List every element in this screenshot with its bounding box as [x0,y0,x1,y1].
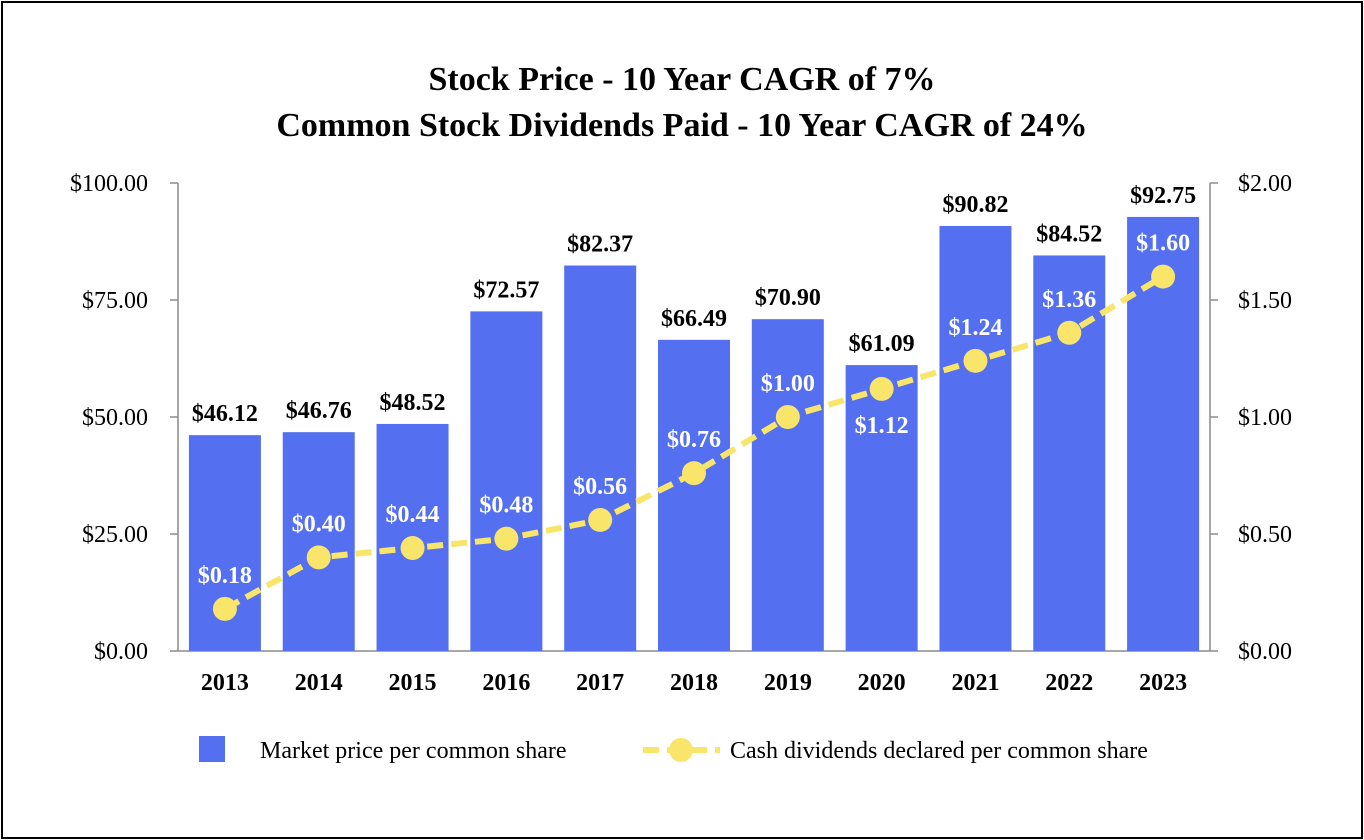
bar-2014 [282,432,355,651]
bar-2023 [1127,216,1200,651]
dividend-label-2023: $1.60 [1136,231,1190,257]
bar-label-2017: $82.37 [567,232,633,258]
dividend-point-2023 [1151,264,1176,289]
y-left-tick-label: $25.00 [82,522,148,548]
dividend-point-2013 [212,596,237,621]
y-left-tick-label: $75.00 [82,288,148,314]
dividend-label-2021: $1.24 [948,315,1002,341]
y-left-tick-label: $100.00 [70,171,148,197]
x-tick-label-2018: 2018 [670,670,718,696]
bar-2017 [564,265,637,651]
dividend-point-2015 [400,536,425,561]
x-tick-label-2023: 2023 [1139,670,1187,696]
legend: Market price per common share Cash divid… [199,736,1148,764]
bar-label-2022: $84.52 [1036,221,1102,247]
dividend-point-2016 [494,526,519,551]
x-tick-label-2017: 2017 [576,670,624,696]
bar-label-2018: $66.49 [661,306,727,332]
dividend-line [223,274,1165,612]
bar-2020 [845,365,918,651]
x-tick-label-2015: 2015 [389,670,437,696]
legend-line-marker [669,738,693,762]
chart-subtitle: Common Stock Dividends Paid - 10 Year CA… [276,107,1087,144]
x-tick-label-2022: 2022 [1045,670,1093,696]
x-tick-label-2020: 2020 [858,670,906,696]
dividend-point-2020 [869,376,894,401]
bar-label-2014: $46.76 [286,398,352,424]
dividend-point-2019 [775,405,800,429]
y-right-tick-label: $1.50 [1238,288,1292,314]
bar-label-2015: $48.52 [380,390,446,416]
bar-2021 [939,225,1012,651]
bar-label-2020: $61.09 [849,331,915,357]
bar-label-2016: $72.57 [473,277,539,303]
bar-series [188,216,1200,651]
bar-2022 [1033,255,1106,651]
bar-label-2021: $90.82 [942,192,1008,218]
dividend-point-2022 [1057,320,1082,345]
dividend-label-2015: $0.44 [386,502,440,528]
y-left-tick-label: $0.00 [94,639,148,665]
dividend-point-2017 [588,507,613,532]
dividend-label-2018: $0.76 [667,427,721,453]
bar-label-2023: $92.75 [1130,183,1196,209]
y-right-tick-label: $2.00 [1238,171,1292,197]
dividend-label-2019: $1.00 [761,371,815,397]
legend-bar-label: Market price per common share [260,738,567,764]
bar-2018 [658,339,730,651]
x-tick-label-2013: 2013 [201,670,249,696]
dividend-point-2014 [306,545,331,570]
y-right-tick-label: $0.00 [1238,639,1292,665]
x-tick-label-2016: 2016 [482,670,530,696]
dividend-label-2016: $0.48 [479,493,533,519]
dividend-label-2013: $0.18 [198,563,252,589]
dividend-point-2018 [682,461,706,486]
legend-line-label: Cash dividends declared per common share [730,738,1148,764]
y-left-tick-label: $50.00 [82,405,148,431]
dividend-label-2020: $1.12 [855,413,909,439]
chart-title: Stock Price - 10 Year CAGR of 7% [428,61,935,98]
bar-label-2019: $70.90 [755,285,821,311]
x-tick-labels: 2013 2014 2015 2016 2017 2018 2019 2020 2021 2022… [201,670,1187,696]
x-tick-label-2021: 2021 [951,670,999,696]
dividend-point-2021 [963,348,988,373]
bar-2019 [751,319,824,651]
axes: $0.00 $25.00 $50.00 $75.00 $100.00 $0.00 $0.50… [70,171,1292,665]
legend-bar-swatch [199,736,225,762]
y-right-tick-label: $0.50 [1238,522,1292,548]
bar-2016 [470,311,543,651]
dividend-labels: $0.18 $0.40 $0.44 $0.48 $0.56 $0.76 $1.00 $1.12… [198,231,1190,589]
dividend-series [212,264,1176,621]
bar-label-2013: $46.12 [192,401,258,427]
x-tick-label-2019: 2019 [764,670,812,696]
bar-labels: $46.12 $46.76 $48.52 $72.57 $82.37 $66.49 $70.… [192,183,1196,427]
dividend-label-2022: $1.36 [1042,287,1096,313]
dividend-label-2017: $0.56 [573,474,627,500]
y-right-tick-label: $1.00 [1238,405,1292,431]
x-tick-label-2014: 2014 [295,670,343,696]
dividend-label-2014: $0.40 [292,511,346,537]
